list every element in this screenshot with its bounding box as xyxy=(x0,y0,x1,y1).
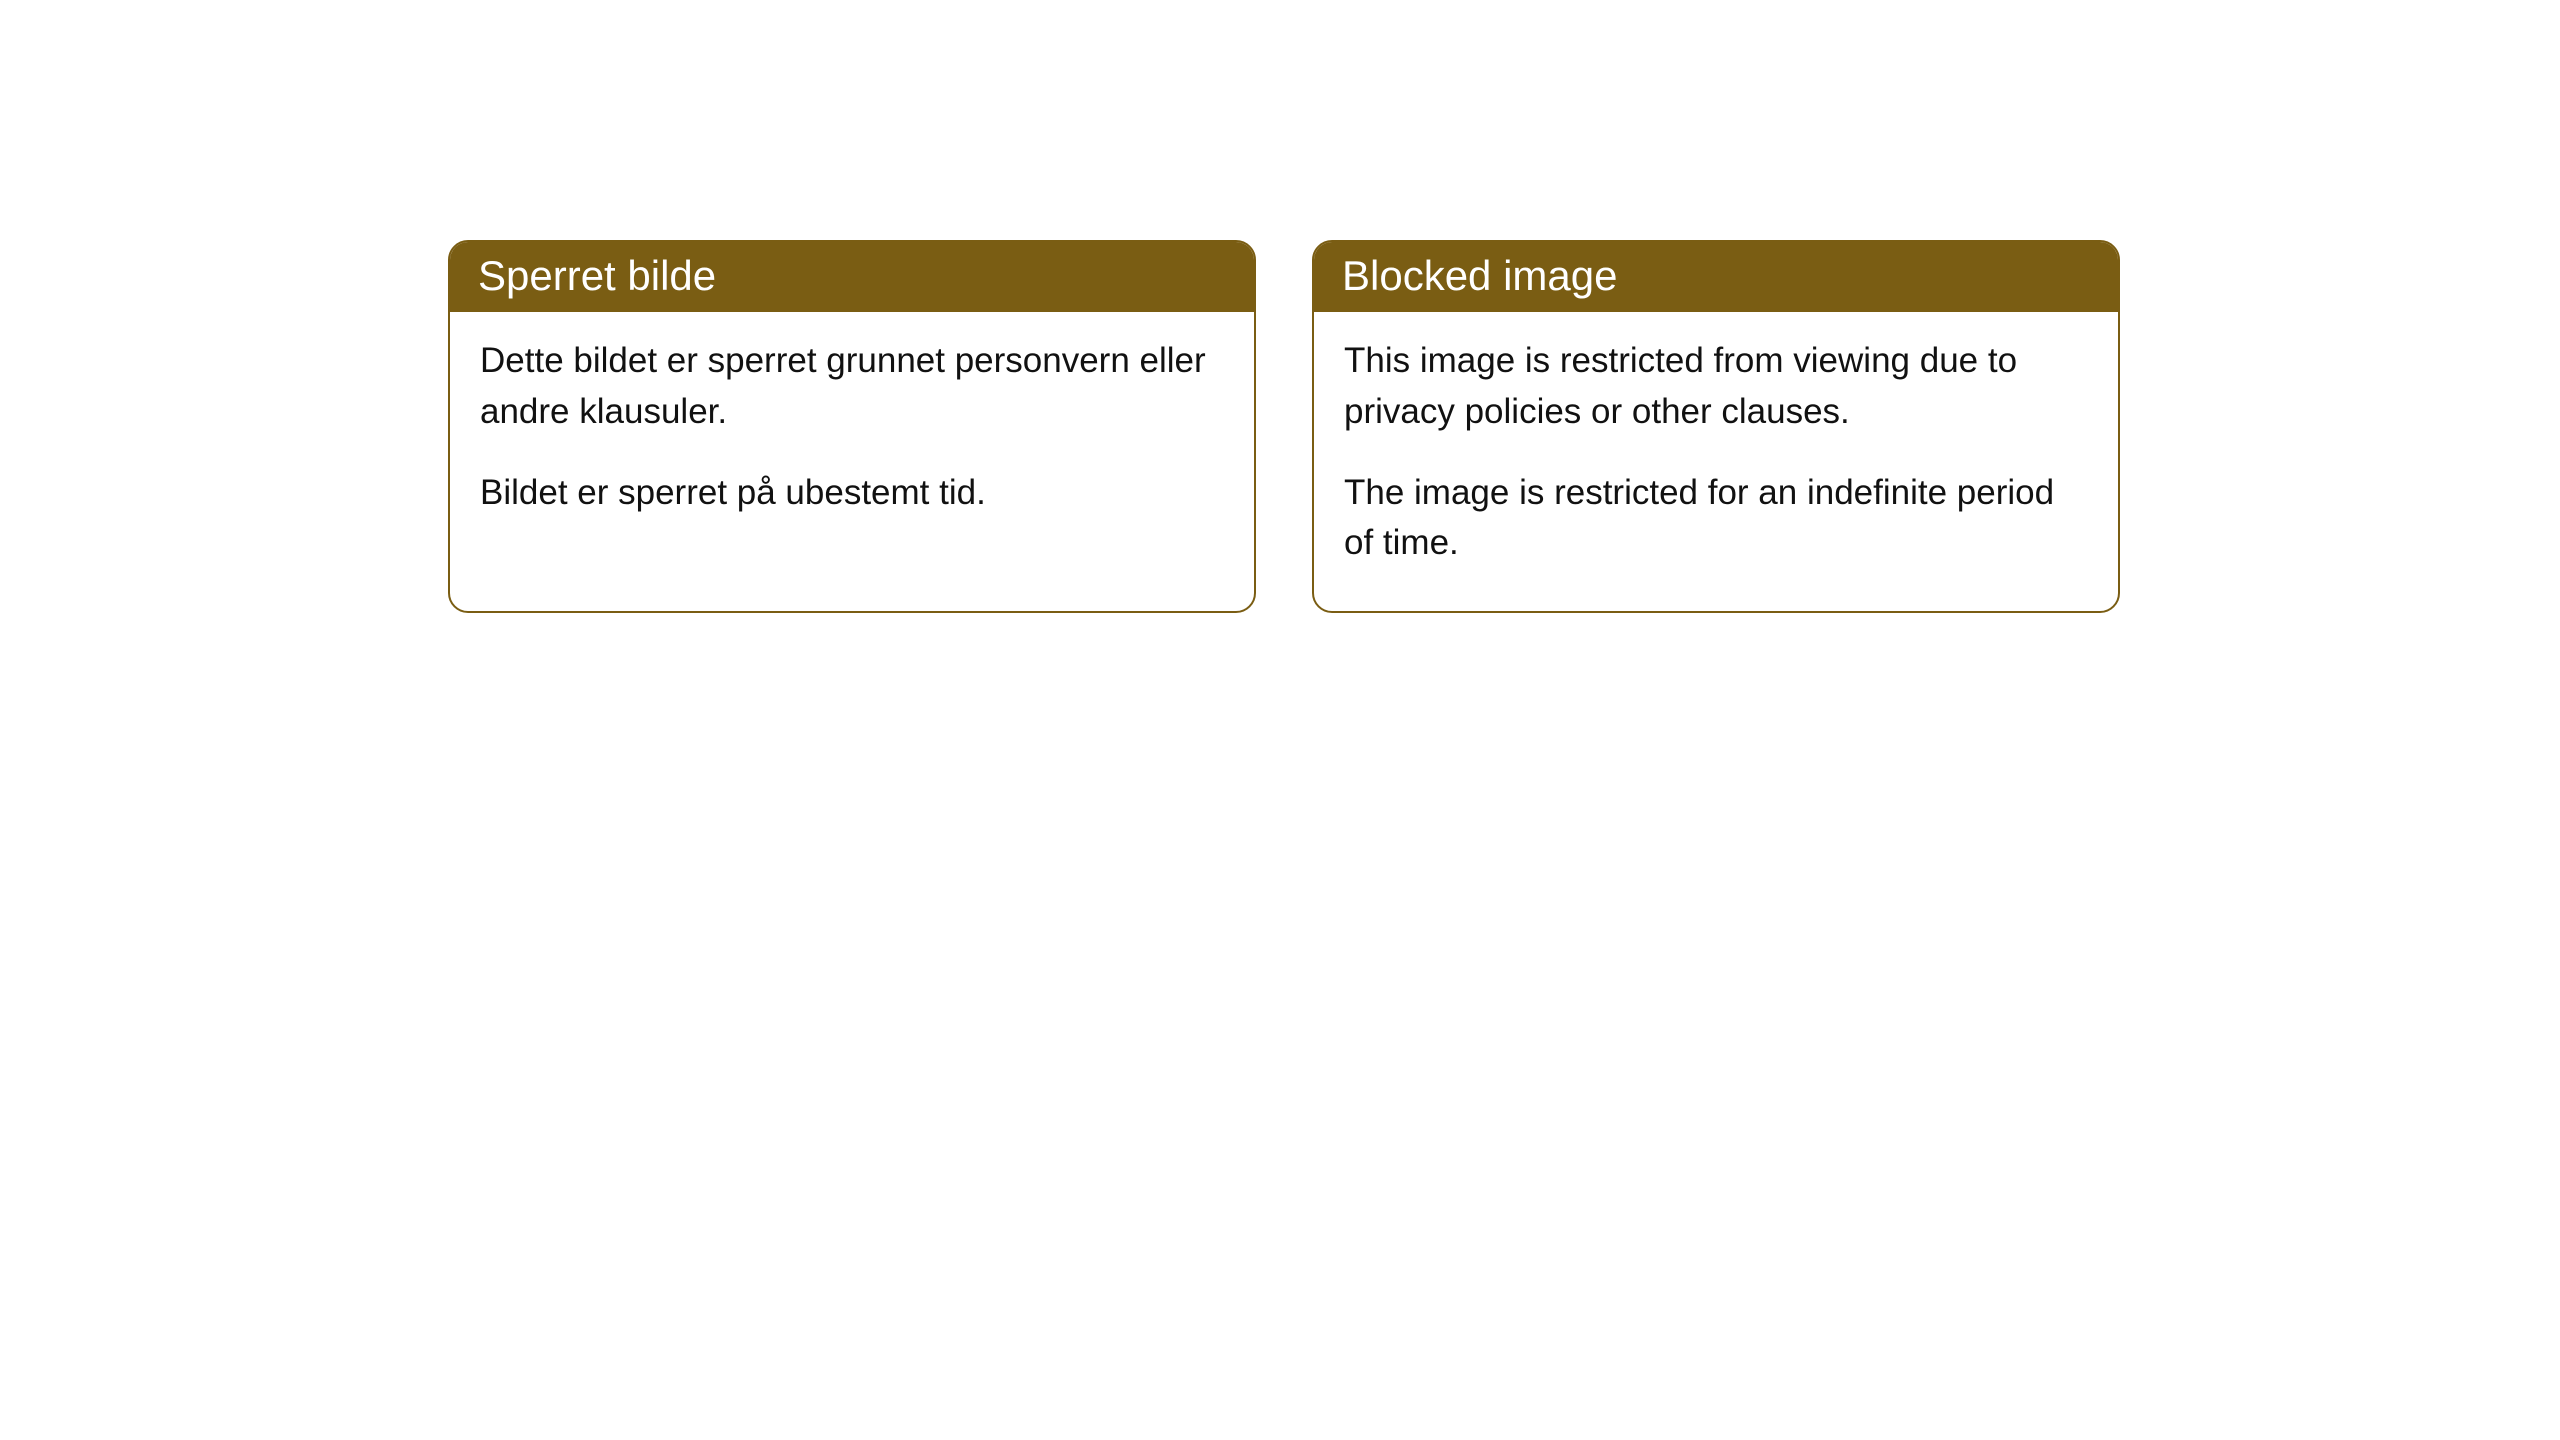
card-body: This image is restricted from viewing du… xyxy=(1314,312,2118,611)
paragraph-1: Dette bildet er sperret grunnet personve… xyxy=(480,336,1224,438)
card-header: Blocked image xyxy=(1314,242,2118,312)
notice-card-norwegian: Sperret bilde Dette bildet er sperret gr… xyxy=(448,240,1256,613)
card-header: Sperret bilde xyxy=(450,242,1254,312)
paragraph-1: This image is restricted from viewing du… xyxy=(1344,336,2088,438)
notice-cards-container: Sperret bilde Dette bildet er sperret gr… xyxy=(448,240,2120,613)
card-body: Dette bildet er sperret grunnet personve… xyxy=(450,312,1254,560)
paragraph-2: The image is restricted for an indefinit… xyxy=(1344,468,2088,570)
notice-card-english: Blocked image This image is restricted f… xyxy=(1312,240,2120,613)
paragraph-2: Bildet er sperret på ubestemt tid. xyxy=(480,468,1224,519)
